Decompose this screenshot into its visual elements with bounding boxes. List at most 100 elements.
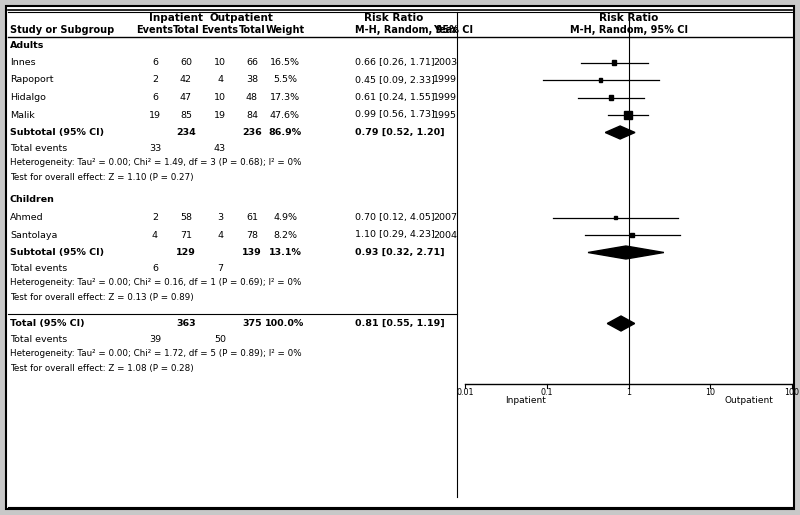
Text: 10: 10 (706, 388, 715, 397)
Text: 61: 61 (246, 213, 258, 222)
Text: 7: 7 (217, 264, 223, 273)
Text: 48: 48 (246, 93, 258, 102)
Text: Children: Children (10, 196, 55, 204)
Text: 3: 3 (217, 213, 223, 222)
Bar (598, 78, 602, 81)
Bar (624, 111, 632, 119)
Polygon shape (606, 126, 635, 139)
Text: 66: 66 (246, 58, 258, 67)
Text: Risk Ratio: Risk Ratio (364, 13, 424, 23)
Text: 84: 84 (246, 111, 258, 119)
Text: Adults: Adults (10, 41, 44, 49)
Bar (609, 95, 613, 100)
Text: Heterogeneity: Tau² = 0.00; Chi² = 0.16, df = 1 (P = 0.69); I² = 0%: Heterogeneity: Tau² = 0.00; Chi² = 0.16,… (10, 278, 302, 287)
Text: Inpatient: Inpatient (149, 13, 202, 23)
Text: 10: 10 (214, 93, 226, 102)
Text: Subtotal (95% CI): Subtotal (95% CI) (10, 248, 104, 257)
Text: 50: 50 (214, 335, 226, 344)
Text: 0.61 [0.24, 1.55]: 0.61 [0.24, 1.55] (355, 93, 434, 102)
Text: Study or Subgroup: Study or Subgroup (10, 25, 114, 35)
Text: Weight: Weight (266, 25, 305, 35)
Text: Events: Events (137, 25, 174, 35)
Text: 1: 1 (626, 388, 631, 397)
Text: Malik: Malik (10, 111, 34, 119)
Text: Total events: Total events (10, 264, 67, 273)
Text: 0.45 [0.09, 2.33]: 0.45 [0.09, 2.33] (355, 76, 435, 84)
Text: 78: 78 (246, 231, 258, 239)
Text: 17.3%: 17.3% (270, 93, 300, 102)
Text: Inpatient: Inpatient (505, 396, 546, 405)
Text: 6: 6 (152, 93, 158, 102)
Text: 47: 47 (180, 93, 192, 102)
Text: 19: 19 (149, 111, 161, 119)
Text: Ahmed: Ahmed (10, 213, 44, 222)
Text: 0.70 [0.12, 4.05]: 0.70 [0.12, 4.05] (355, 213, 434, 222)
Polygon shape (588, 246, 664, 259)
Text: Rapoport: Rapoport (10, 76, 54, 84)
Text: Total: Total (173, 25, 199, 35)
Polygon shape (607, 316, 634, 331)
Text: Subtotal (95% CI): Subtotal (95% CI) (10, 128, 104, 137)
Text: 10: 10 (214, 58, 226, 67)
Text: 139: 139 (242, 248, 262, 257)
Text: 38: 38 (246, 76, 258, 84)
Text: 86.9%: 86.9% (269, 128, 302, 137)
Text: 6: 6 (152, 264, 158, 273)
Text: 4: 4 (217, 76, 223, 84)
Text: 0.01: 0.01 (456, 388, 474, 397)
Text: 2003: 2003 (433, 58, 457, 67)
Text: 13.1%: 13.1% (269, 248, 302, 257)
Text: 4: 4 (152, 231, 158, 239)
Text: 16.5%: 16.5% (270, 58, 300, 67)
Text: 71: 71 (180, 231, 192, 239)
Text: Test for overall effect: Z = 1.10 (P = 0.27): Test for overall effect: Z = 1.10 (P = 0… (10, 173, 194, 182)
Text: 0.1: 0.1 (541, 388, 553, 397)
Text: 0.66 [0.26, 1.71]: 0.66 [0.26, 1.71] (355, 58, 434, 67)
Text: 58: 58 (180, 213, 192, 222)
Text: 2004: 2004 (433, 231, 457, 239)
Text: 100.0%: 100.0% (266, 319, 305, 328)
Text: 0.79 [0.52, 1.20]: 0.79 [0.52, 1.20] (355, 128, 445, 137)
Text: Test for overall effect: Z = 1.08 (P = 0.28): Test for overall effect: Z = 1.08 (P = 0… (10, 364, 194, 373)
Text: 47.6%: 47.6% (270, 111, 300, 119)
Text: Test for overall effect: Z = 0.13 (P = 0.89): Test for overall effect: Z = 0.13 (P = 0… (10, 293, 194, 302)
Text: 1.10 [0.29, 4.23]: 1.10 [0.29, 4.23] (355, 231, 434, 239)
Text: 2007: 2007 (433, 213, 457, 222)
Text: 375: 375 (242, 319, 262, 328)
Text: Total (95% CI): Total (95% CI) (10, 319, 85, 328)
Text: Total: Total (238, 25, 266, 35)
Text: 39: 39 (149, 335, 161, 344)
Text: 19: 19 (214, 111, 226, 119)
Text: 42: 42 (180, 76, 192, 84)
Text: Total events: Total events (10, 335, 67, 344)
Text: 85: 85 (180, 111, 192, 119)
Text: 363: 363 (176, 319, 196, 328)
Text: 129: 129 (176, 248, 196, 257)
Text: 2: 2 (152, 76, 158, 84)
Bar (614, 216, 618, 219)
Text: M-H, Random, 95% CI: M-H, Random, 95% CI (355, 25, 473, 35)
Text: Heterogeneity: Tau² = 0.00; Chi² = 1.72, df = 5 (P = 0.89); I² = 0%: Heterogeneity: Tau² = 0.00; Chi² = 1.72,… (10, 349, 302, 358)
Text: 0.99 [0.56, 1.73]: 0.99 [0.56, 1.73] (355, 111, 434, 119)
Text: Hidalgo: Hidalgo (10, 93, 46, 102)
Text: 4: 4 (217, 231, 223, 239)
Text: 60: 60 (180, 58, 192, 67)
Text: 33: 33 (149, 144, 161, 153)
Text: 5.5%: 5.5% (273, 76, 297, 84)
FancyBboxPatch shape (6, 6, 794, 509)
Text: 0.93 [0.32, 2.71]: 0.93 [0.32, 2.71] (355, 248, 445, 257)
Text: Events: Events (202, 25, 238, 35)
Text: 6: 6 (152, 58, 158, 67)
Bar (630, 233, 634, 237)
Text: M-H, Random, 95% CI: M-H, Random, 95% CI (570, 25, 687, 35)
Text: 1999: 1999 (433, 76, 457, 84)
Text: 2: 2 (152, 213, 158, 222)
Text: 100: 100 (785, 388, 799, 397)
Text: Santolaya: Santolaya (10, 231, 58, 239)
Text: 236: 236 (242, 128, 262, 137)
Text: Heterogeneity: Tau² = 0.00; Chi² = 1.49, df = 3 (P = 0.68); I² = 0%: Heterogeneity: Tau² = 0.00; Chi² = 1.49,… (10, 158, 302, 167)
Text: 43: 43 (214, 144, 226, 153)
Bar (612, 60, 616, 64)
Text: 1995: 1995 (433, 111, 457, 119)
Text: Innes: Innes (10, 58, 36, 67)
